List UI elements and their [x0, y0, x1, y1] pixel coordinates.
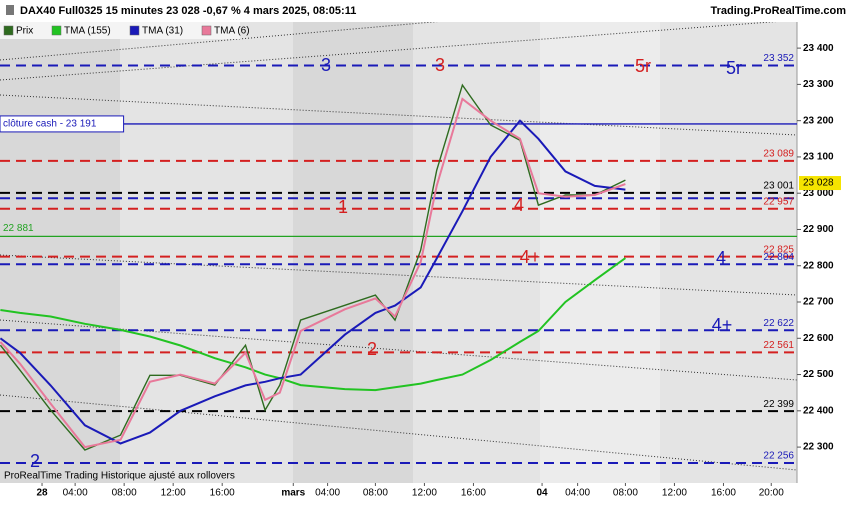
chart-title: DAX40 Full0325 15 minutes 23 028 -0,67 %… — [20, 5, 356, 17]
level-label: 22 825 — [763, 244, 794, 255]
level-label: 22 804 — [763, 252, 794, 263]
session-band — [293, 22, 413, 483]
level-label: 23 089 — [763, 149, 794, 160]
annotation: 4 — [716, 248, 726, 268]
legend-label: TMA (6) — [214, 26, 250, 37]
last-price-label: 23 028 — [803, 178, 834, 189]
y-tick-label: 22 300 — [803, 442, 834, 453]
annotation: 1 — [338, 197, 348, 217]
annotation: 4+ — [712, 315, 733, 335]
x-tick-label: 16:00 — [461, 488, 486, 499]
x-tick-label: 12:00 — [412, 488, 437, 499]
trend-line — [0, 94, 798, 136]
level-label: 22 561 — [763, 340, 794, 351]
y-tick-label: 23 100 — [803, 152, 834, 163]
x-tick-label: 08:00 — [363, 488, 388, 499]
legend-label: TMA (155) — [64, 26, 111, 37]
last-price-box — [799, 176, 841, 191]
y-tick-label: 22 900 — [803, 224, 834, 235]
x-tick-label: 04 — [537, 488, 549, 499]
trend-line — [0, 19, 798, 81]
level-label: 23 352 — [763, 53, 794, 64]
level-label: 22 881 — [3, 223, 34, 234]
logo — [6, 5, 14, 15]
annotation: 4 — [514, 195, 524, 215]
y-tick-label: 22 400 — [803, 405, 834, 416]
annotation: 5r — [635, 56, 651, 76]
y-tick-label: 23 200 — [803, 115, 834, 126]
y-tick-label: 23 000 — [803, 188, 834, 199]
x-tick-label: 16:00 — [210, 488, 235, 499]
x-tick-label: mars — [281, 488, 305, 499]
level-label: 22 957 — [763, 196, 794, 207]
x-tick-label: 04:00 — [315, 488, 340, 499]
legend-swatch — [3, 25, 14, 36]
legend-label: TMA (31) — [142, 26, 183, 37]
level-label: 22 399 — [763, 399, 794, 410]
x-tick-label: 20:00 — [759, 488, 784, 499]
header — [0, 0, 850, 22]
legend-label: Prix — [16, 26, 33, 37]
y-tick-label: 22 600 — [803, 333, 834, 344]
x-tick-label: 12:00 — [662, 488, 687, 499]
session-band — [0, 22, 120, 483]
source: Trading.ProRealTime.com — [710, 5, 846, 17]
annotation: 3 — [321, 55, 331, 75]
x-tick-label: 16:00 — [711, 488, 736, 499]
series-line — [0, 83, 626, 451]
footer: ProRealTime Trading Historique ajusté au… — [4, 471, 235, 482]
level-label: clôture cash - 23 191 — [3, 119, 97, 130]
legend: Prix TMA (155) TMA (31) TMA (6) — [0, 22, 250, 39]
y-tick-label: 23 400 — [803, 43, 834, 54]
annotation: 5r — [726, 58, 742, 78]
x-tick-label: 08:00 — [613, 488, 638, 499]
annotation: 3 — [435, 55, 445, 75]
level-label: 22 622 — [763, 318, 794, 329]
level-label: 23 001 — [763, 180, 794, 191]
x-tick-label: 08:00 — [112, 488, 137, 499]
y-tick-label: 22 800 — [803, 260, 834, 271]
y-tick-label: 23 300 — [803, 79, 834, 90]
session-band — [540, 22, 660, 483]
series-line — [0, 97, 626, 449]
y-tick-label: 22 700 — [803, 297, 834, 308]
annotation: 2 — [367, 339, 377, 359]
legend-swatch — [51, 25, 62, 36]
y-tick-label: 22 500 — [803, 369, 834, 380]
x-tick-label: 04:00 — [63, 488, 88, 499]
level-label: 22 256 — [763, 451, 794, 462]
annotation: 2 — [30, 451, 40, 471]
x-tick-label: 28 — [36, 488, 48, 499]
level-label-box — [0, 115, 125, 133]
legend-swatch — [201, 25, 212, 36]
annotation: 4+ — [520, 247, 541, 267]
x-tick-label: 04:00 — [565, 488, 590, 499]
legend-swatch — [129, 25, 140, 36]
x-tick-label: 12:00 — [161, 488, 186, 499]
trend-line — [0, 319, 798, 381]
series-line — [0, 257, 626, 392]
trend-line — [0, 254, 798, 296]
